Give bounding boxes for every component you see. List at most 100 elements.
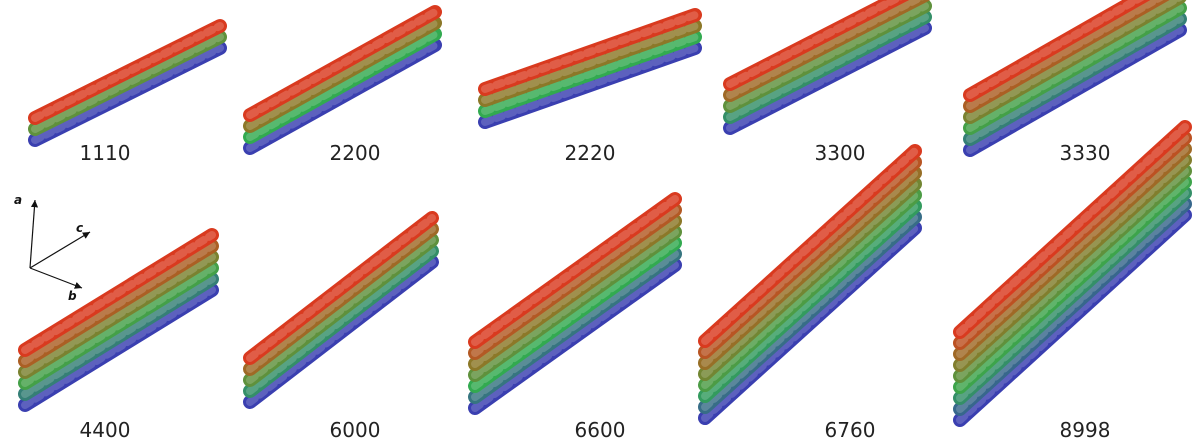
fibril-layer bbox=[478, 30, 702, 118]
fibril-bumps bbox=[701, 169, 919, 367]
fibril-layer bbox=[723, 10, 932, 124]
fibril-bumps bbox=[21, 253, 216, 376]
fibril-bumps bbox=[246, 19, 439, 130]
fibril-layer bbox=[963, 1, 1187, 135]
fibril-layer bbox=[698, 188, 922, 392]
fibril-layer bbox=[243, 244, 439, 398]
fibril-bumps bbox=[246, 41, 439, 152]
structures bbox=[18, 0, 1192, 427]
fibril-bumps bbox=[31, 44, 224, 144]
fibril-bumps bbox=[726, 24, 929, 132]
fibril-bumps bbox=[246, 225, 436, 373]
fibril-layer bbox=[243, 38, 442, 155]
fibril-layer bbox=[18, 283, 219, 412]
axis-label: a bbox=[14, 193, 22, 207]
fibril-layer bbox=[18, 250, 219, 379]
fibril bbox=[468, 192, 682, 415]
fibril bbox=[953, 120, 1192, 427]
fibril-layer bbox=[468, 247, 682, 404]
fibril-layer bbox=[953, 131, 1192, 350]
axis-arrow bbox=[29, 231, 91, 269]
panel-label: 6000 bbox=[330, 418, 381, 442]
fibril-layer bbox=[243, 255, 439, 409]
fibril-bumps bbox=[956, 178, 1189, 391]
fibril-bumps bbox=[966, 0, 1164, 110]
fibril-layer bbox=[723, 0, 932, 113]
fibril-bumps bbox=[21, 275, 216, 398]
fibril bbox=[28, 19, 227, 147]
fibril-layer bbox=[953, 164, 1192, 383]
fibril bbox=[698, 144, 922, 425]
fibril-layer bbox=[698, 177, 922, 381]
fibril-bumps bbox=[966, 4, 1184, 132]
labels: 1110 2200 2220 3300 3330 4400 6000 6600 6760 8998 bbox=[80, 141, 1111, 442]
panel-label: 8998 bbox=[1060, 418, 1111, 442]
fibril-layer bbox=[243, 5, 442, 122]
fibril-bumps bbox=[726, 2, 929, 110]
fibril-bumps bbox=[21, 231, 216, 354]
fibril-layer bbox=[468, 203, 682, 360]
fibril-bumps bbox=[701, 202, 919, 400]
fibril-bumps bbox=[471, 239, 679, 390]
fibril-bumps bbox=[246, 214, 436, 362]
fibril-layer bbox=[698, 199, 922, 403]
fibril-layer bbox=[698, 144, 922, 348]
fibril-layer bbox=[468, 214, 682, 371]
axis-label: b bbox=[68, 289, 77, 303]
fibril-bumps bbox=[956, 200, 1189, 413]
fibril-bumps bbox=[246, 8, 439, 119]
fibril-layer bbox=[723, 0, 910, 91]
fibril-layer bbox=[243, 222, 439, 376]
fibril-layer bbox=[953, 208, 1192, 427]
fibril-layer bbox=[963, 0, 1170, 113]
fibril-layer bbox=[243, 211, 439, 365]
fibril-bumps bbox=[246, 247, 436, 395]
fibril-layer bbox=[478, 41, 702, 129]
fibril-layer bbox=[468, 192, 682, 349]
axis-triad: a c b bbox=[14, 193, 91, 303]
fibril-bumps bbox=[471, 228, 679, 379]
fibril-bumps bbox=[956, 123, 1189, 336]
fibril-layer bbox=[698, 155, 922, 359]
fibril-bumps bbox=[956, 211, 1189, 424]
fibril-layer bbox=[28, 19, 227, 125]
fibril-layer bbox=[953, 142, 1192, 361]
fibril-bumps bbox=[966, 26, 1184, 154]
fibril-bumps bbox=[701, 213, 919, 411]
fibril-layer bbox=[698, 210, 922, 414]
fibril-bumps bbox=[21, 286, 216, 409]
axis-arrow bbox=[29, 267, 83, 289]
fibril-bumps bbox=[471, 250, 679, 401]
fibril-bumps bbox=[471, 195, 679, 346]
fibril-layer bbox=[478, 19, 702, 107]
axis-arrow bbox=[29, 199, 39, 269]
fibril-bumps bbox=[956, 134, 1189, 347]
fibril-bumps bbox=[956, 156, 1189, 369]
fibril-bumps bbox=[701, 191, 919, 389]
fibril-layer bbox=[698, 166, 922, 370]
fibril-bumps bbox=[481, 22, 699, 104]
fibril-layer bbox=[963, 23, 1187, 157]
fibril-layer bbox=[18, 228, 219, 357]
fibril-layer bbox=[723, 0, 930, 102]
fibril-bumps bbox=[956, 167, 1189, 380]
fibril-bumps bbox=[31, 33, 224, 133]
fibril bbox=[963, 0, 1187, 157]
fibril-layer bbox=[468, 225, 682, 382]
fibril-layer bbox=[953, 175, 1192, 394]
fibril-bumps bbox=[481, 33, 699, 115]
fibril-layer bbox=[18, 239, 219, 368]
fibril bbox=[723, 0, 932, 135]
fibril-bumps bbox=[726, 13, 929, 121]
fibril-layer bbox=[953, 197, 1192, 416]
fibril-bumps bbox=[701, 147, 919, 345]
fibril-bumps bbox=[471, 261, 679, 412]
fibril bbox=[478, 8, 702, 129]
fibril-layer bbox=[478, 8, 702, 96]
fibril-layer bbox=[953, 153, 1192, 372]
fibril-bumps bbox=[966, 0, 1183, 121]
fibril-bumps bbox=[246, 258, 436, 406]
fibril bbox=[18, 228, 219, 412]
